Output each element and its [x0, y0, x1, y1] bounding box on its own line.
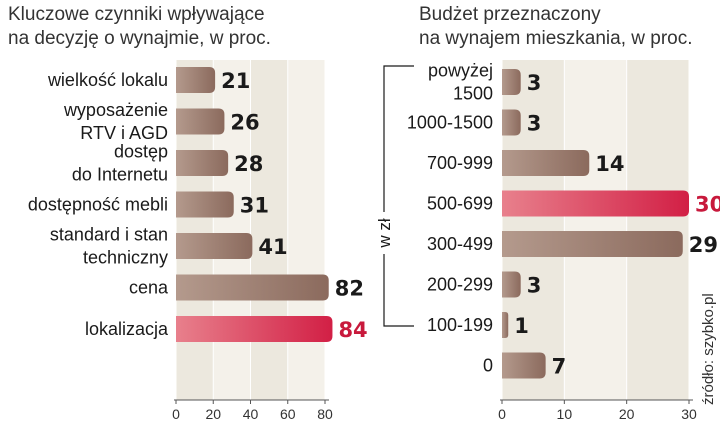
chart2-tick-label: 20	[619, 406, 635, 422]
chart2-bar	[502, 150, 590, 176]
chart2-value-label: 1	[514, 314, 529, 338]
chart2-grid-band	[564, 60, 627, 400]
chart1-bar	[176, 108, 225, 135]
chart1-value-label: 41	[258, 235, 287, 259]
chart2-category-label: 100-199	[427, 315, 493, 335]
chart2-tick-label: 10	[557, 406, 573, 422]
chart1-tick-label: 40	[243, 406, 259, 422]
chart2-category-label: 300-499	[427, 234, 493, 254]
chart2-category-label: 700-999	[427, 153, 493, 173]
chart2-category-label: 0	[483, 356, 493, 376]
chart2-value-label: 29	[689, 233, 718, 257]
chart1-bar	[176, 233, 253, 259]
chart2-value-label: 3	[527, 274, 542, 298]
chart2-value-label: 30	[695, 193, 720, 217]
chart1-bar	[176, 274, 329, 301]
chart1-grid-band	[250, 60, 288, 400]
chart2-value-label: 14	[595, 152, 624, 176]
chart1-category-label: lokalizacja	[85, 319, 169, 339]
chart1-bar	[176, 67, 216, 93]
chart2-tick-label: 30	[681, 406, 697, 422]
chart2-bar	[502, 271, 521, 298]
chart2-unit-label: w zł	[375, 218, 394, 249]
chart1-category-label: dostęp do Internetu	[72, 142, 168, 185]
chart1-bar	[176, 150, 229, 176]
chart2-value-label: 3	[527, 112, 542, 136]
chart1-bar	[176, 191, 234, 218]
chart1-category-label: standard i stan techniczny	[50, 225, 168, 268]
chart2-title: Budżet przeznaczony na wynajem mieszkani…	[419, 4, 693, 49]
chart2-bar	[502, 109, 521, 136]
chart2-category-label: powyżej 1500	[428, 61, 493, 104]
chart1-category-label: wyposażenie RTV i AGD	[63, 100, 168, 143]
chart1-category-label: cena	[129, 278, 169, 298]
chart2-bar	[502, 69, 521, 95]
chart1-tick-label: 20	[205, 406, 221, 422]
chart1-tick-label: 80	[317, 406, 333, 422]
chart2-value-label: 3	[527, 71, 542, 95]
chart1-value-label: 31	[240, 194, 269, 218]
chart1-tick-label: 0	[172, 406, 180, 422]
chart1-title: Kluczowe czynniki wpływające na decyzję …	[8, 4, 271, 49]
source-note: źródło: szybko.pl	[700, 293, 717, 405]
chart1-value-label: 84	[338, 318, 367, 342]
chart1-bar	[176, 316, 333, 342]
chart2-bar	[502, 231, 683, 257]
chart2-unit-label-bg	[374, 212, 394, 254]
chart2-value-label: 7	[552, 355, 567, 379]
chart2-tick-label: 0	[498, 406, 506, 422]
chart2-bar	[502, 352, 546, 379]
chart2-bar	[502, 190, 689, 217]
chart2-unit-bracket	[383, 65, 414, 327]
chart1-category-label: wielkość lokalu	[47, 70, 168, 90]
chart1-value-label: 28	[234, 152, 263, 176]
chart1-grid-band	[287, 60, 325, 400]
chart2-category-label: 500-699	[427, 194, 493, 214]
chart1-value-label: 82	[335, 277, 364, 301]
chart1-value-label: 26	[230, 111, 259, 135]
chart1-category-label: dostępność mebli	[28, 195, 168, 215]
chart1-value-label: 21	[221, 69, 250, 93]
chart1-tick-label: 60	[280, 406, 296, 422]
chart2-category-label: 200-299	[427, 275, 493, 295]
chart2-grid-band	[626, 60, 689, 400]
chart2-bar	[502, 312, 509, 338]
chart2-category-label: 1000-1500	[407, 113, 493, 133]
